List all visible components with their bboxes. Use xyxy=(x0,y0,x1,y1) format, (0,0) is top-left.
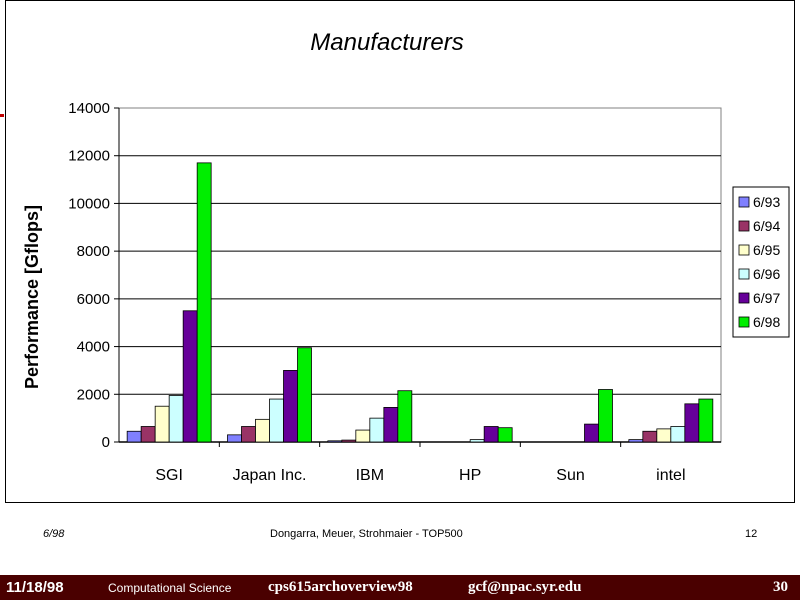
slide-footer: 6/98 Dongarra, Meuer, Strohmaier - TOP50… xyxy=(0,528,800,548)
bar xyxy=(584,423,599,443)
y-tick-label: 4000 xyxy=(77,339,110,356)
footer-date: 6/98 xyxy=(43,528,65,540)
chart-title: Manufacturers xyxy=(310,29,463,56)
x-tick-label: intel xyxy=(656,467,685,484)
footer-slide-number: 12 xyxy=(745,528,758,540)
legend-swatch xyxy=(738,196,750,208)
bar xyxy=(656,428,672,443)
x-tick-label: HP xyxy=(459,467,481,484)
legend: 6/93 6/94 6/95 6/96 6/97 6/98 xyxy=(732,186,790,338)
bar xyxy=(297,347,312,443)
chart-frame: Manufacturers Performance [Gflops] 0 2000… xyxy=(5,0,795,503)
bar xyxy=(126,430,142,443)
bar xyxy=(698,398,714,443)
bottom-bar-date: 11/18/98 xyxy=(6,579,64,596)
bar xyxy=(670,426,686,443)
legend-swatch xyxy=(738,268,750,280)
bar xyxy=(182,310,198,443)
bar xyxy=(598,389,613,443)
bar xyxy=(196,162,212,443)
bottom-bar-file: cps615archoverview98 xyxy=(268,579,413,595)
y-tick-label: 10000 xyxy=(68,195,110,212)
y-tick-label: 8000 xyxy=(77,243,110,260)
grid-lines xyxy=(114,107,722,447)
legend-swatch xyxy=(738,244,750,256)
bar xyxy=(154,405,170,443)
legend-swatch xyxy=(738,292,750,304)
legend-label: 6/95 xyxy=(753,242,780,258)
y-tick-label: 0 xyxy=(102,434,110,451)
bar xyxy=(283,370,298,443)
x-tick-label: SGI xyxy=(155,467,183,484)
bars xyxy=(126,162,714,443)
footer-credit: Dongarra, Meuer, Strohmaier - TOP500 xyxy=(270,528,463,540)
x-tick-label: Sun xyxy=(556,467,584,484)
bar xyxy=(227,434,242,443)
bar xyxy=(383,407,399,443)
y-tick-label: 6000 xyxy=(77,291,110,308)
legend-label: 6/98 xyxy=(753,314,780,330)
bar xyxy=(497,427,513,443)
legend-swatch xyxy=(738,316,750,328)
y-tick-label: 2000 xyxy=(77,386,110,403)
bar xyxy=(327,440,343,443)
bar xyxy=(483,426,499,443)
bottom-bar: 11/18/98 Computational Science cps615arc… xyxy=(0,575,800,600)
bar xyxy=(355,429,371,443)
bar xyxy=(255,418,270,443)
y-tick-label: 12000 xyxy=(68,148,110,165)
slide-edge-marker xyxy=(0,114,4,117)
y-axis-label: Performance [Gflops] xyxy=(22,205,42,389)
bar xyxy=(397,390,413,443)
legend-label: 6/96 xyxy=(753,266,780,282)
bar xyxy=(341,439,357,443)
plot-area xyxy=(118,107,722,443)
y-tick-labels: 0 2000 4000 6000 8000 10000 12000 14000 xyxy=(68,100,110,451)
bar xyxy=(684,403,700,443)
bar xyxy=(628,439,644,443)
legend-swatch xyxy=(738,220,750,232)
bar xyxy=(369,417,385,443)
bar xyxy=(140,426,156,443)
bottom-bar-email: gcf@npac.syr.edu xyxy=(468,579,582,595)
bar xyxy=(269,398,284,443)
legend-label: 6/97 xyxy=(753,290,780,306)
y-tick-label: 14000 xyxy=(68,100,110,117)
bottom-bar-course: Computational Science xyxy=(108,581,232,595)
bar xyxy=(241,426,256,443)
bar xyxy=(642,430,658,443)
bottom-bar-page-number: 30 xyxy=(773,579,788,595)
bar-chart: Manufacturers Performance [Gflops] 0 2000… xyxy=(5,0,795,503)
legend-label: 6/94 xyxy=(753,218,780,234)
bar xyxy=(469,439,485,443)
legend-box xyxy=(732,186,790,338)
x-tick-label: Japan Inc. xyxy=(233,467,307,484)
bar xyxy=(168,395,184,443)
x-tick-label: IBM xyxy=(356,467,384,484)
legend-label: 6/93 xyxy=(753,194,780,210)
x-tick-labels: SGI Japan Inc. IBM HP Sun intel xyxy=(155,467,685,484)
